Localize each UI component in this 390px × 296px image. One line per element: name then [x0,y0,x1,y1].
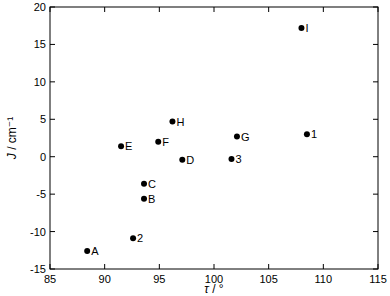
y-tick [50,7,55,8]
y-tick-right [373,7,378,8]
x-axis-label-symbol: τ [204,282,210,296]
point [304,131,310,137]
point-label: G [241,131,250,143]
point [234,134,240,140]
y-tick-label: 10 [34,76,46,88]
point [298,25,304,31]
x-tick-label: 90 [99,273,111,285]
y-tick [50,44,55,45]
point [130,235,136,241]
x-tick [50,264,51,269]
point-label: D [186,154,194,166]
point-label: H [176,116,184,128]
point-label: I [305,22,308,34]
x-tick [323,264,324,269]
x-tick-top [268,7,269,12]
point-label: F [162,136,169,148]
y-tick-label: 20 [34,1,46,13]
x-tick [268,264,269,269]
y-tick-right [373,194,378,195]
y-tick [50,156,55,157]
y-tick [50,194,55,195]
x-tick-label: 115 [369,273,387,285]
y-tick-right [373,81,378,82]
point-label: C [148,178,156,190]
y-tick [50,81,55,82]
point-label: 2 [137,232,143,244]
x-tick-top [214,7,215,12]
chart: 859095100105110115-15-10-505101520A2BCEF… [0,0,390,296]
x-tick-top [104,7,105,12]
x-tick-top [378,7,379,12]
point [141,196,147,202]
y-tick-right [373,44,378,45]
x-tick-top [159,7,160,12]
x-tick-label: 95 [153,273,165,285]
y-tick-right [373,231,378,232]
y-axis-label-symbol: J [5,152,19,160]
y-tick-label: -10 [30,226,46,238]
y-tick-label: -5 [36,188,46,200]
y-tick-right [373,269,378,270]
y-tick-right [373,156,378,157]
x-tick-label: 110 [315,273,333,285]
y-tick [50,269,55,270]
x-tick [104,264,105,269]
point [169,119,175,125]
point [228,156,234,162]
y-tick [50,231,55,232]
x-tick [378,264,379,269]
point-label: 3 [235,153,241,165]
y-tick-label: -15 [30,263,46,275]
point-label: E [125,140,132,152]
point [141,181,147,187]
y-tick-label: 0 [40,151,46,163]
point [118,143,124,149]
x-tick [159,264,160,269]
plot-frame [50,7,378,269]
y-axis-label: J / cm⁻¹ [5,117,19,160]
point [155,139,161,145]
point-label: B [148,193,155,205]
y-tick-label: 5 [40,113,46,125]
x-tick-top [50,7,51,12]
y-tick-label: 15 [34,38,46,50]
x-tick [214,264,215,269]
point [179,157,185,163]
x-tick-label: 105 [259,273,277,285]
x-tick-top [323,7,324,12]
point-label: A [91,245,99,257]
point-label: 1 [311,128,317,140]
x-axis-label: τ / ° [204,282,224,296]
y-tick [50,119,55,120]
y-tick-right [373,119,378,120]
point [84,248,90,254]
